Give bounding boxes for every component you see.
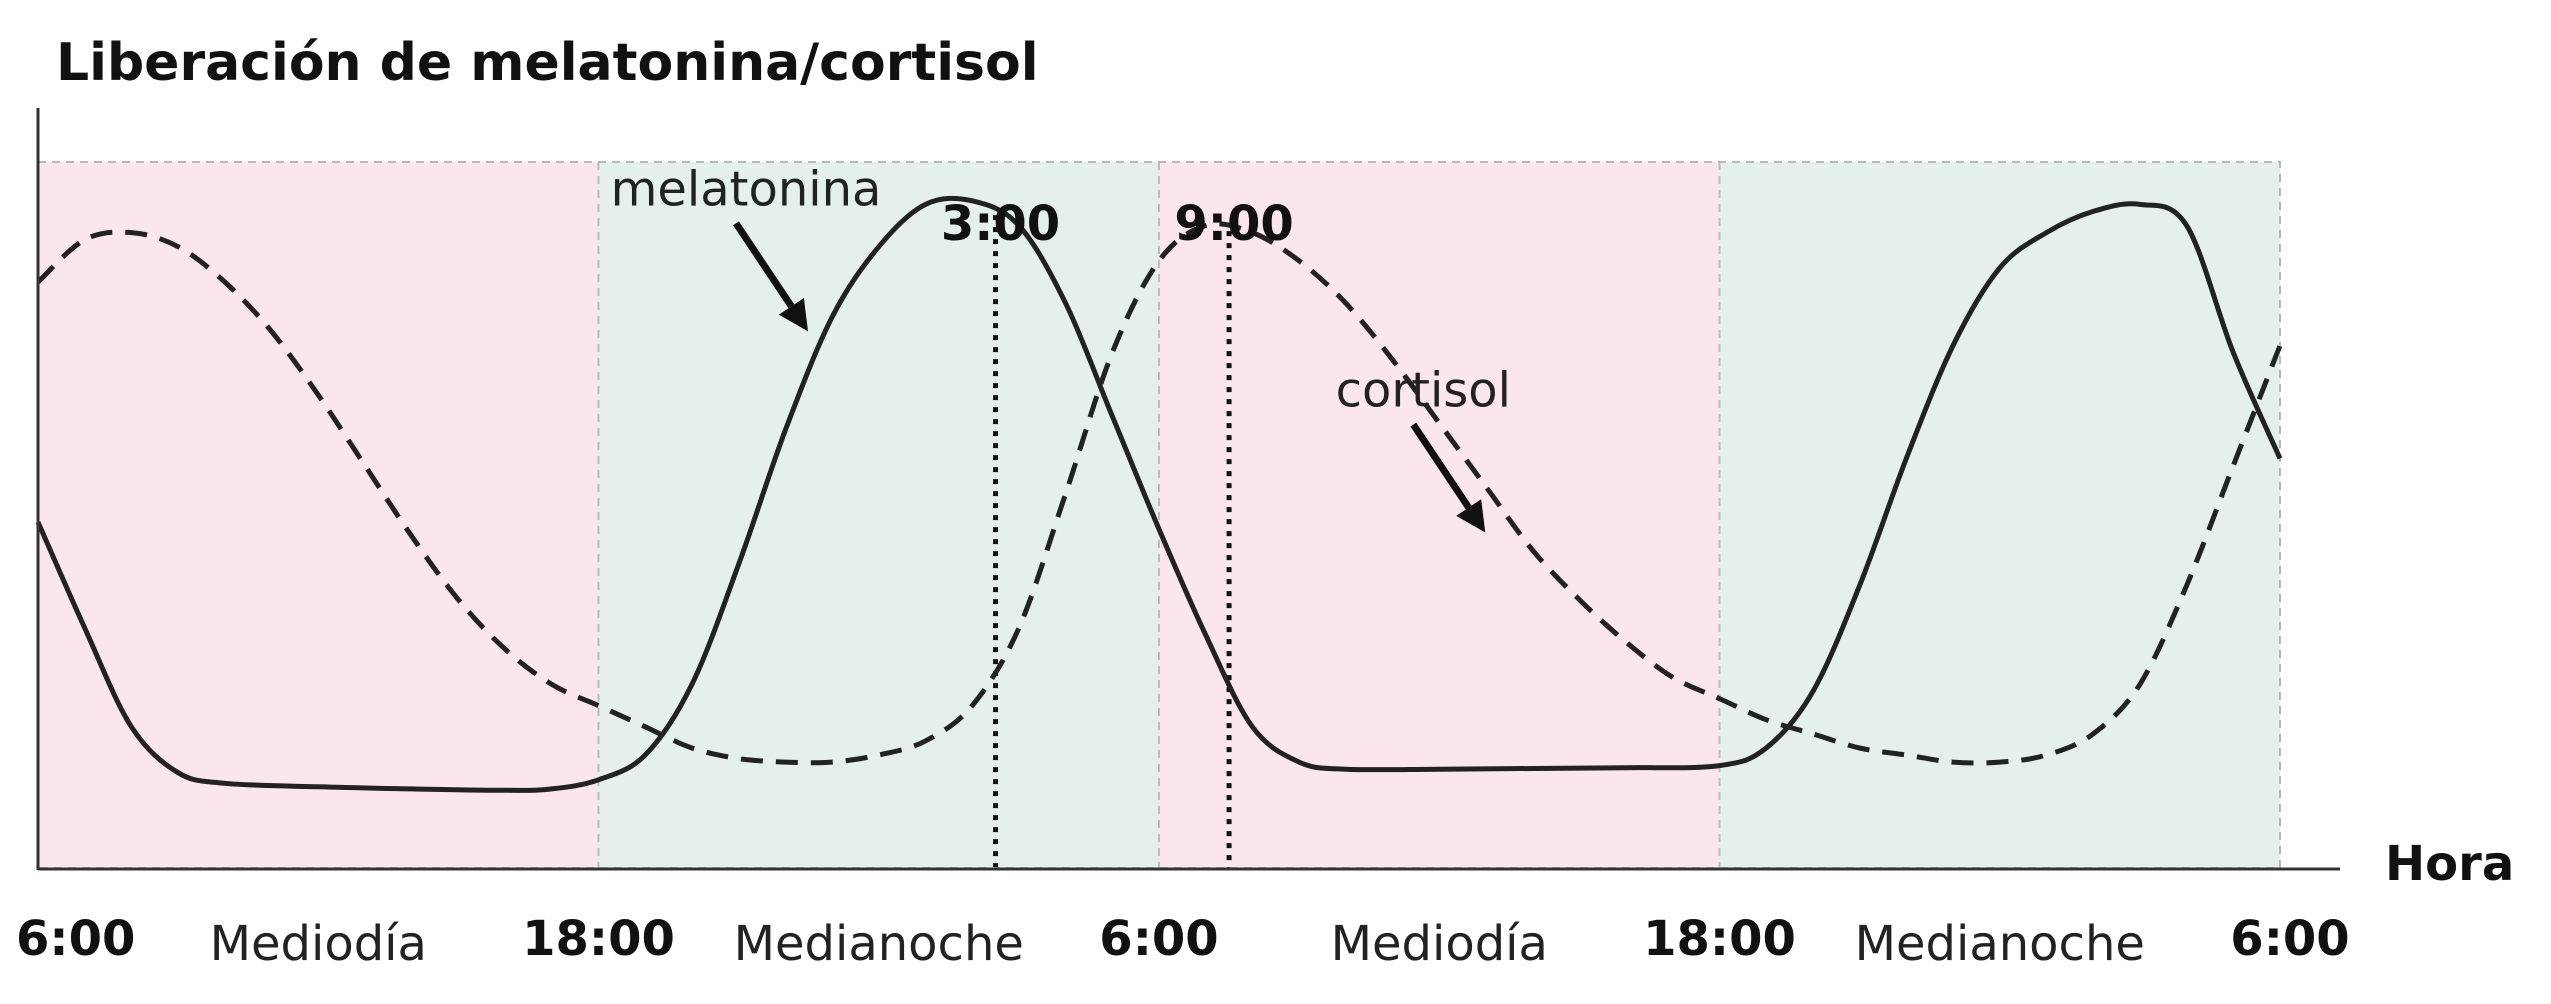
- marker-lines: [993, 215, 1232, 868]
- annotation-arrow: [1410, 422, 1472, 510]
- series-line-cortisol: [36, 221, 2283, 766]
- annotation-arrow: [733, 221, 795, 309]
- plot-frame: [37, 161, 2281, 869]
- band-night-3: [1719, 162, 2280, 868]
- band-night-1: [598, 162, 1159, 868]
- chart-title: Liberación de melatonina/cortisol: [56, 33, 1039, 93]
- annotation-arrowhead: [1456, 499, 1486, 533]
- band-day-2: [1159, 162, 1720, 868]
- series-line-melatonina: [35, 195, 2283, 793]
- x-tick-labels: 6:00 Mediodía 18:00 Medianoche 6:00 Mediodía 1…: [16, 911, 2350, 972]
- x-tick-label: 6:00: [1099, 911, 1218, 967]
- annotations: melatonina cortisol 3:00 9:00: [611, 161, 1511, 533]
- series-lines: [35, 195, 2283, 793]
- x-tick-label: 18:00: [522, 911, 675, 967]
- band-day-0: [38, 162, 599, 868]
- x-tick-label: Medianoche: [1855, 916, 2145, 972]
- time-marker-label: 3:00: [941, 196, 1060, 252]
- x-tick-label: Medianoche: [734, 916, 1024, 972]
- x-tick-label: 6:00: [16, 911, 135, 967]
- background-bands: [38, 162, 2280, 868]
- time-marker-label: 9:00: [1174, 196, 1293, 252]
- series-annotation-label: cortisol: [1336, 363, 1511, 419]
- x-axis-label: Hora: [2385, 836, 2514, 892]
- annotation-arrowhead: [778, 298, 809, 332]
- x-tick-label: 18:00: [1643, 911, 1796, 967]
- x-tick-label: Mediodía: [210, 916, 427, 972]
- x-tick-label: Mediodía: [1331, 916, 1548, 972]
- series-annotation-label: melatonina: [611, 161, 882, 217]
- x-tick-label: 6:00: [2230, 911, 2349, 967]
